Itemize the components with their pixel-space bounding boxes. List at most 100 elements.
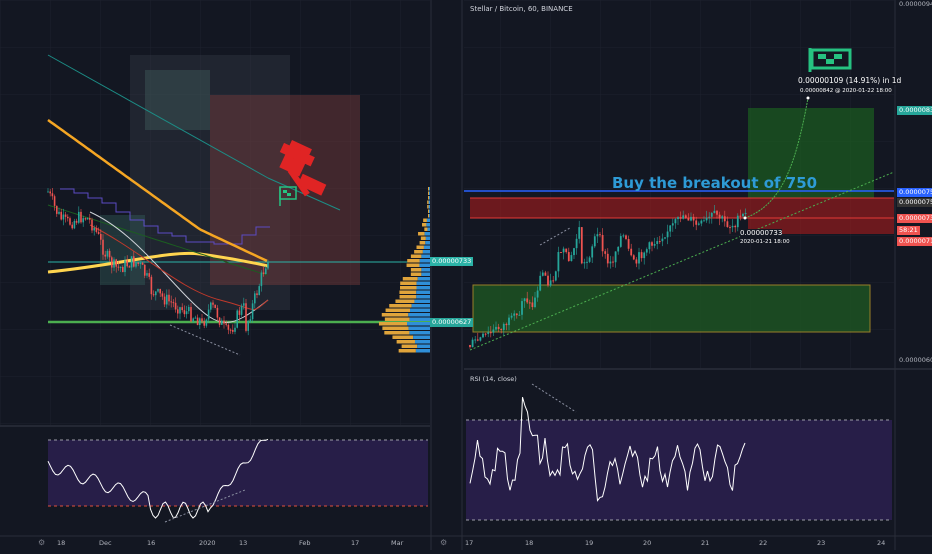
candle	[619, 236, 622, 247]
candle	[80, 211, 82, 223]
candle	[523, 298, 526, 302]
volume-bar	[401, 344, 418, 348]
candle	[518, 314, 521, 316]
candle	[723, 216, 726, 222]
candle	[677, 217, 679, 220]
volume-bar	[385, 308, 411, 312]
candle	[565, 248, 568, 253]
candle	[742, 213, 744, 217]
volume-bar	[428, 214, 430, 218]
resistance-zone[interactable]	[470, 198, 894, 218]
left-time-tick: Feb	[299, 539, 311, 547]
candle	[100, 233, 102, 240]
candle	[653, 243, 656, 246]
candle	[700, 220, 703, 224]
price-axis-label: 0.00000602	[899, 356, 932, 364]
volume-bar	[422, 250, 430, 254]
left-price-chart	[47, 54, 430, 356]
candle	[526, 298, 529, 303]
candle	[144, 264, 146, 276]
left-orange-ma	[47, 118, 268, 263]
candle	[262, 272, 265, 275]
candle	[627, 238, 630, 249]
volume-profile	[378, 187, 430, 353]
candle	[661, 238, 664, 242]
candle	[658, 241, 661, 243]
volume-bar	[416, 286, 430, 290]
left-price-label-627: 0.00000627	[430, 318, 474, 327]
candle	[622, 235, 625, 237]
volume-bar	[426, 223, 430, 227]
candle	[515, 313, 518, 316]
candle	[489, 332, 492, 334]
candle	[113, 259, 115, 268]
right-settings-icon[interactable]: ⚙	[440, 538, 448, 547]
candle	[549, 280, 552, 286]
candle	[91, 219, 93, 231]
volume-bar	[406, 263, 420, 267]
candle	[227, 324, 230, 330]
candle	[256, 293, 258, 296]
candle	[560, 252, 562, 254]
volume-bar	[410, 272, 422, 276]
target-sublabel: 0.00000842 @ 2020-01-22 18:00	[800, 88, 892, 94]
volume-bar	[429, 214, 430, 218]
candle	[729, 227, 731, 229]
right-time-tick: 22	[759, 539, 768, 547]
target-zone[interactable]	[748, 108, 874, 198]
volume-bar	[392, 335, 414, 339]
candle	[664, 237, 666, 239]
price-axis-label: 0.00000836	[897, 106, 932, 115]
price-axis-label: 0.0000094	[899, 0, 932, 8]
candle	[583, 262, 586, 264]
candle	[194, 317, 197, 319]
candle	[536, 290, 539, 298]
volume-bar	[427, 200, 429, 204]
volume-bar	[413, 335, 430, 339]
candle	[232, 330, 234, 332]
left-time-tick: 16	[147, 539, 156, 547]
volume-bar	[415, 349, 430, 353]
volume-bar	[429, 196, 430, 200]
candle	[108, 250, 111, 258]
left-settings-icon[interactable]: ⚙	[38, 538, 46, 547]
volume-bar	[400, 286, 417, 290]
candle	[557, 252, 560, 272]
candle	[656, 241, 659, 244]
candle	[547, 275, 549, 286]
volume-bar	[416, 290, 430, 294]
left-green-ma	[47, 204, 268, 276]
candle	[75, 220, 78, 223]
left-candles	[47, 188, 269, 336]
volume-bar	[422, 223, 427, 227]
candle	[625, 235, 627, 239]
candle	[216, 307, 219, 318]
volume-bar	[429, 191, 430, 195]
candle	[731, 225, 734, 228]
candle	[51, 193, 54, 197]
stop-loss-zone[interactable]	[748, 218, 894, 234]
volume-bar	[416, 295, 430, 299]
candle	[199, 318, 201, 325]
volume-bar	[416, 245, 424, 249]
candle	[60, 211, 62, 220]
candle	[612, 261, 614, 263]
support-trendline[interactable]	[469, 171, 895, 351]
volume-bar	[395, 299, 415, 303]
candle	[684, 215, 687, 218]
right-time-tick: 19	[585, 539, 594, 547]
candle	[185, 311, 188, 315]
candle	[141, 262, 144, 265]
volume-bar	[409, 317, 430, 321]
candle	[541, 272, 544, 276]
left-teal-trendline[interactable]	[47, 54, 269, 179]
candle	[234, 327, 236, 332]
candle	[510, 315, 513, 318]
support-zone[interactable]	[472, 284, 871, 333]
candle	[604, 251, 607, 254]
candle	[695, 220, 698, 225]
volume-bar	[416, 281, 430, 285]
volume-bar	[429, 187, 430, 191]
candle	[638, 252, 640, 264]
candle	[476, 339, 479, 341]
